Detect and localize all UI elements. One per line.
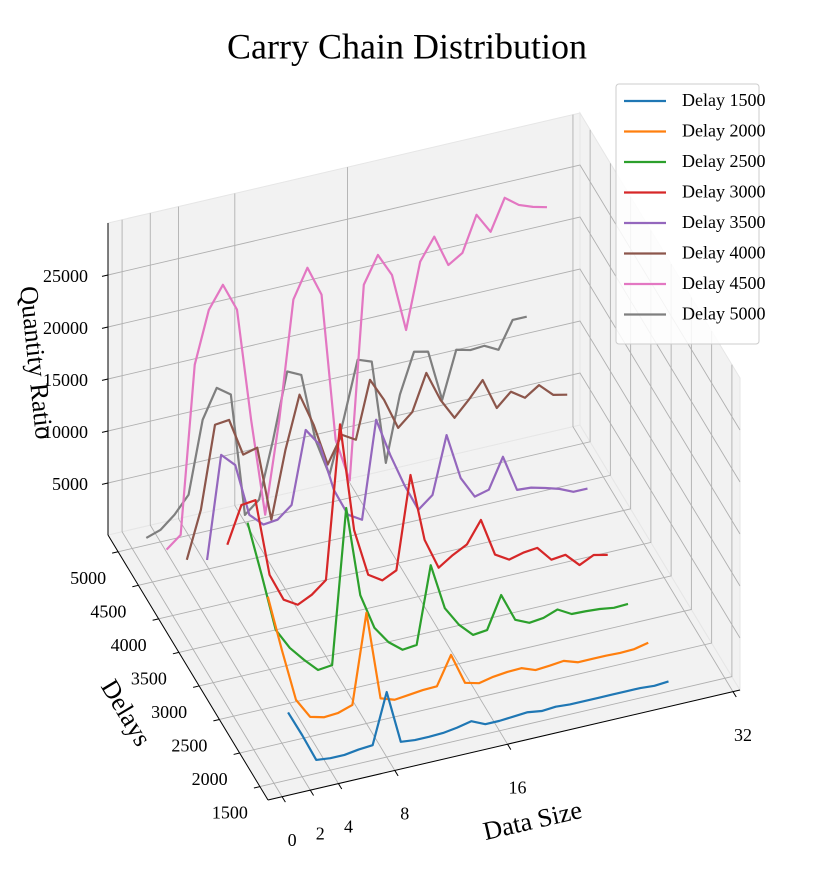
- y-axis: [107, 534, 269, 801]
- y-tick: [112, 551, 119, 554]
- y-tick-label: 2500: [171, 736, 207, 756]
- legend-frame: [615, 83, 760, 345]
- z-tick: [101, 274, 109, 277]
- z-tick-label: 20000: [43, 318, 88, 338]
- chart-title: Carry Chain Distribution: [227, 26, 587, 66]
- y-tick-label: 4500: [90, 601, 126, 621]
- y-tick: [132, 584, 139, 588]
- series-line: [185, 371, 568, 561]
- legend-label: Delay 5000: [682, 304, 765, 324]
- y-tick-label: 4000: [111, 635, 147, 655]
- z-tick-label: 15000: [43, 370, 88, 390]
- legend-label: Delay 2500: [682, 151, 765, 171]
- grid-line: [107, 320, 741, 587]
- y-tick: [233, 752, 240, 755]
- z-tick: [101, 378, 109, 381]
- grid-line: [107, 216, 741, 483]
- x-tick: [732, 691, 737, 698]
- grid-line: [107, 372, 741, 639]
- legend-label: Delay 3000: [682, 182, 765, 202]
- y-tick-label: 3500: [131, 669, 167, 689]
- series-line: [287, 680, 669, 762]
- z-tick: [101, 482, 109, 485]
- x-tick: [338, 783, 343, 790]
- z-tick: [101, 430, 109, 433]
- legend-label: Delay 3500: [682, 212, 765, 232]
- legend-label: Delay 2000: [682, 121, 765, 141]
- y-tick-label: 5000: [70, 568, 106, 588]
- x-tick-label: 2: [316, 823, 325, 843]
- x-tick: [309, 789, 314, 796]
- series-line: [226, 423, 608, 606]
- y-tick-label: 2000: [192, 769, 228, 789]
- series-line: [246, 506, 629, 672]
- legend-label: Delay 4500: [682, 273, 765, 293]
- grid-line: [107, 268, 741, 535]
- x-tick-label: 4: [344, 817, 353, 837]
- legend-label: Delay 1500: [682, 90, 765, 110]
- y-tick-label: 3000: [151, 702, 187, 722]
- x-tick-label: 32: [734, 725, 752, 745]
- x-tick-label: 0: [288, 830, 297, 850]
- y-tick: [152, 618, 159, 621]
- x-tick-label: 16: [509, 777, 527, 797]
- z-tick-label: 25000: [43, 266, 88, 286]
- x-tick: [281, 796, 286, 803]
- legend: Delay 1500 Delay 2000 Delay 2500 Delay 3000…: [615, 83, 765, 345]
- z-tick-label: 5000: [52, 474, 88, 494]
- y-tick: [193, 685, 200, 688]
- y-tick-label: 1500: [212, 803, 248, 823]
- z-tick: [101, 326, 109, 329]
- x-tick: [394, 770, 399, 777]
- series-line: [165, 196, 548, 551]
- x-axis-label: Data Size: [480, 795, 584, 846]
- series-line: [266, 596, 649, 719]
- y-tick: [172, 651, 179, 655]
- x-axis: [267, 689, 741, 801]
- z-tick-label: 10000: [43, 422, 88, 442]
- series-line: [205, 418, 588, 561]
- y-tick: [253, 786, 261, 789]
- x-tick: [507, 743, 512, 750]
- lines: [145, 196, 669, 762]
- axes: 0 2 4 8 16 32 1500 2000 2500 3000 3500 4000 4500 5000…: [43, 223, 752, 850]
- legend-label: Delay 4000: [682, 243, 765, 263]
- x-tick-label: 8: [400, 804, 409, 824]
- z-axis-label: Quantity Ratio: [14, 285, 59, 441]
- y-tick: [213, 719, 220, 722]
